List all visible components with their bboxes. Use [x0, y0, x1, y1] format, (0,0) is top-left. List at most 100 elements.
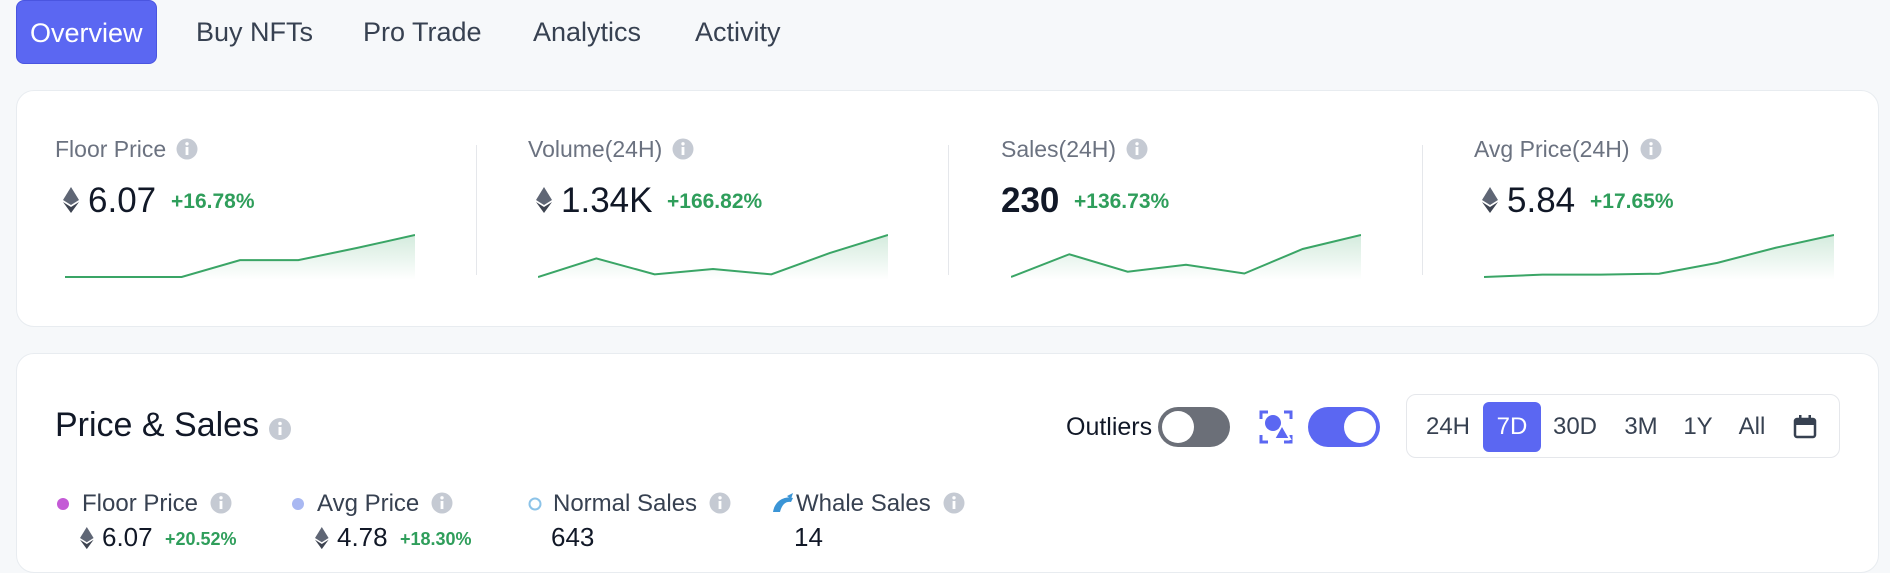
info-icon [269, 418, 291, 440]
info-dot [185, 142, 189, 146]
eth-shape [63, 187, 79, 205]
eth-icon [536, 187, 552, 213]
nav-tab[interactable]: Pro Trade [363, 17, 482, 47]
range-button[interactable]: 1Y [1683, 413, 1713, 440]
sparkline [538, 234, 888, 280]
section-title: Price & Sales [55, 406, 260, 444]
sparkline [65, 234, 415, 280]
eth-shape [80, 527, 94, 543]
sparkline-area [1011, 235, 1361, 280]
outliers-toggle[interactable] [1158, 407, 1230, 447]
info-bar [952, 501, 956, 509]
range-button[interactable]: All [1738, 413, 1766, 440]
price-sales-card [16, 353, 1879, 573]
legend-marker [57, 498, 69, 510]
stat-value: 6.07 [88, 181, 157, 220]
stat-label: Avg Price(24H) [1474, 136, 1630, 162]
stat-value: 1.34K [561, 181, 653, 220]
sparkline-line [1011, 234, 1361, 278]
range-button[interactable]: 24H [1425, 413, 1471, 440]
eth-shape [63, 202, 79, 213]
stats-card [16, 90, 1879, 327]
info-bar [219, 501, 223, 509]
divider [1422, 145, 1423, 275]
eth-shape [536, 187, 552, 205]
eth-icon [1482, 187, 1498, 213]
eth-shape [536, 202, 552, 213]
sparkline-area [538, 235, 888, 280]
marker-ring [528, 497, 542, 511]
info-bar [1649, 147, 1653, 155]
range-button[interactable]: 30D [1552, 413, 1598, 440]
info-bar [440, 501, 444, 509]
range-button[interactable]: 7D [1483, 402, 1541, 452]
legend-label: Whale Sales [796, 490, 931, 517]
info-icon [1640, 138, 1662, 160]
eth-icon [80, 527, 94, 550]
stat-label: Sales(24H) [1001, 136, 1117, 162]
info-dot [1649, 142, 1653, 146]
sparkline-line [65, 234, 415, 278]
range-button[interactable]: 3M [1624, 413, 1658, 440]
nav-tab[interactable]: Analytics [533, 17, 642, 47]
info-bar [185, 147, 189, 155]
info-icon [943, 492, 965, 514]
stat-change: +16.78% [171, 190, 255, 213]
stat-value: 230 [1001, 181, 1060, 220]
sparkline [1484, 234, 1834, 280]
sparkline [1011, 234, 1361, 280]
eth-icon [63, 187, 79, 213]
info-dot [219, 496, 223, 500]
info-icon [672, 138, 694, 160]
range-selector [1406, 394, 1840, 458]
sparkline-area [65, 235, 415, 280]
info-dot [718, 496, 722, 500]
stat-change: +136.73% [1074, 190, 1170, 213]
info-dot [440, 496, 444, 500]
toggle-knob [1344, 411, 1376, 443]
info-bar [681, 147, 685, 155]
eth-shape [315, 527, 329, 543]
legend-value: 6.07 [102, 522, 153, 552]
display-toggle[interactable] [1308, 407, 1380, 447]
legend-label: Floor Price [82, 490, 199, 517]
info-dot [681, 142, 685, 146]
info-bar [718, 501, 722, 509]
info-dot [952, 496, 956, 500]
stat-value: 5.84 [1507, 181, 1576, 220]
info-icon [431, 492, 453, 514]
eth-shape [1482, 187, 1498, 205]
legend-marker [528, 497, 542, 511]
stat-change: +166.82% [667, 190, 763, 213]
eth-shape [1482, 202, 1498, 213]
divider [476, 145, 477, 275]
legend-change: +20.52% [165, 529, 237, 549]
nav-tab[interactable]: Buy NFTs [196, 17, 314, 47]
legend-label: Normal Sales [553, 490, 698, 517]
info-bar [1135, 147, 1139, 155]
info-icon [210, 492, 232, 514]
outliers-label: Outliers [1066, 413, 1153, 441]
nav-tab[interactable]: Overview [16, 0, 157, 64]
stat-label: Volume(24H) [528, 136, 663, 162]
divider [948, 145, 949, 275]
calendar-button[interactable] [1792, 414, 1818, 440]
sparkline-line [538, 234, 888, 278]
sparkline-area [1484, 235, 1834, 280]
marker-dot [292, 498, 304, 510]
nav-tab[interactable]: Activity [695, 17, 781, 47]
marker-whale [773, 493, 793, 512]
legend-marker [292, 498, 304, 510]
legend-value: 14 [794, 522, 823, 552]
legend-change: +18.30% [400, 529, 472, 549]
sparkline-line [1484, 234, 1834, 278]
info-icon [176, 138, 198, 160]
page: { "tabs": [ {"label": "Overview", "activ… [16, 0, 1879, 573]
legend-marker [773, 493, 793, 512]
legend-label: Avg Price [317, 490, 420, 517]
legend-value: 643 [551, 522, 595, 552]
toggle-knob [1162, 411, 1194, 443]
nft-icon [1259, 410, 1293, 444]
eth-icon [315, 527, 329, 550]
info-icon [1126, 138, 1148, 160]
